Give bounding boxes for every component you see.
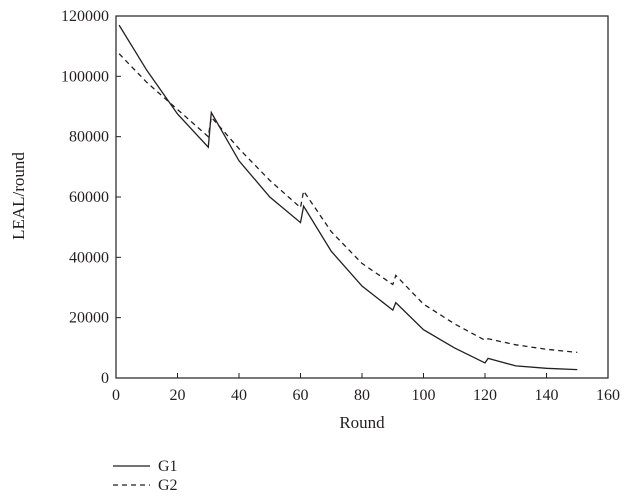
x-tick-label: 0 bbox=[112, 387, 120, 404]
y-tick-label: 80000 bbox=[69, 129, 109, 146]
series-line-g2 bbox=[118, 53, 578, 354]
axes: 0 20 40 60 80 100 120 140 160 0 20000 40000 60000 800… bbox=[61, 8, 620, 404]
x-axis-label: Round bbox=[339, 413, 385, 432]
x-tick-label: 160 bbox=[596, 387, 620, 404]
y-tick-label: 120000 bbox=[61, 8, 109, 25]
legend-label-g2: G2 bbox=[158, 477, 178, 491]
series-line-g1 bbox=[118, 24, 578, 371]
legend-label-g1: G1 bbox=[158, 458, 178, 475]
y-tick-label: 20000 bbox=[69, 310, 109, 327]
x-tick-label: 100 bbox=[412, 387, 436, 404]
y-axis-label: LEAL/round bbox=[9, 152, 28, 240]
x-tick-label: 80 bbox=[354, 387, 370, 404]
x-tick-label: 120 bbox=[473, 387, 497, 404]
x-tick-label: 60 bbox=[293, 387, 309, 404]
plot-area bbox=[118, 24, 578, 371]
y-tick-label: 60000 bbox=[69, 189, 109, 206]
y-tick-label: 100000 bbox=[61, 68, 109, 85]
x-tick-label: 20 bbox=[170, 387, 186, 404]
y-tick-label: 40000 bbox=[69, 249, 109, 266]
y-tick-label: 0 bbox=[101, 370, 109, 387]
x-tick-label: 40 bbox=[231, 387, 247, 404]
x-tick-label: 140 bbox=[535, 387, 559, 404]
plot-frame bbox=[115, 15, 609, 379]
